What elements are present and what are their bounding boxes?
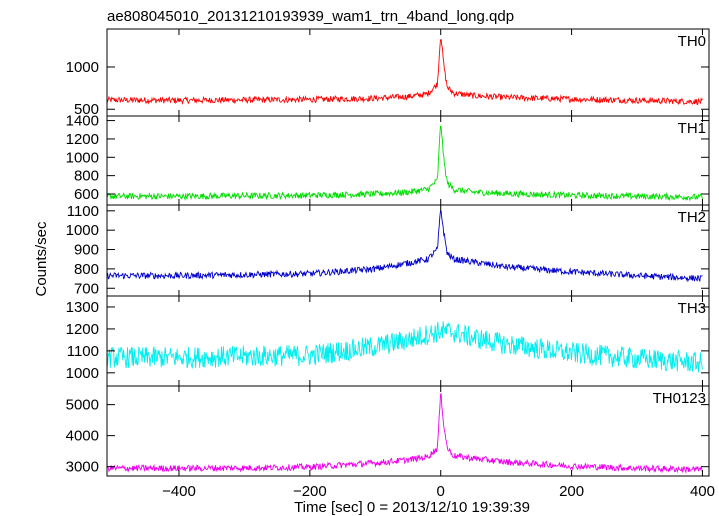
y-tick-label-th0123: 3000 <box>66 459 99 476</box>
series-line-th0123 <box>107 393 703 474</box>
panel-label-th2: TH2 <box>678 209 706 226</box>
x-axis-label: Time [sec] 0 = 2013/12/10 19:39:39 <box>294 499 530 516</box>
y-tick-label-th0: 1000 <box>66 59 99 76</box>
x-tick-label: 400 <box>690 483 715 500</box>
x-tick-label: 0 <box>437 483 445 500</box>
y-tick-label-th1: 600 <box>74 186 99 203</box>
series-line-th1 <box>107 125 703 202</box>
y-tick-label-th2: 1000 <box>66 222 99 239</box>
series-line-th0 <box>107 38 703 106</box>
y-tick-label-th1: 1000 <box>66 149 99 166</box>
panel-label-th0: TH0 <box>678 33 706 50</box>
y-tick-label-th3: 1200 <box>66 321 99 338</box>
panel-frame-th0 <box>106 28 710 117</box>
panel-label-th3: TH3 <box>678 300 706 317</box>
panel-frame-th0123 <box>106 385 710 477</box>
y-tick-label-th3: 1100 <box>67 343 99 360</box>
y-tick-label-th2: 700 <box>74 280 99 297</box>
chart-title: ae808045010_20131210193939_wam1_trn_4ban… <box>107 8 514 25</box>
y-tick-label-th0123: 5000 <box>66 397 99 414</box>
panel-frame-th1 <box>106 115 710 206</box>
panel-label-th0123: TH0123 <box>653 390 706 407</box>
y-tick-label-th0123: 4000 <box>66 428 99 445</box>
y-tick-label-th1: 1200 <box>66 131 99 148</box>
x-tick-label: 200 <box>559 483 584 500</box>
y-tick-label-th1: 1400 <box>66 113 99 130</box>
y-tick-label-th2: 900 <box>74 242 99 259</box>
panels-group: TH05001000TH1600800100012001400TH2700800… <box>66 28 715 500</box>
y-tick-label-th2: 800 <box>74 261 99 278</box>
y-tick-label-th3: 1000 <box>66 365 99 382</box>
series-line-th3 <box>107 321 703 373</box>
panel-label-th1: TH1 <box>678 120 706 137</box>
y-tick-label-th1: 800 <box>74 168 99 185</box>
x-tick-label: −400 <box>162 483 196 500</box>
y-tick-label-th0: 500 <box>74 101 99 118</box>
series-line-th2 <box>107 210 703 283</box>
y-tick-label-th3: 1300 <box>66 299 99 316</box>
y-tick-label-th2: 1100 <box>67 203 99 220</box>
panel-frame-th2 <box>106 204 710 297</box>
y-axis-label: Counts/sec <box>33 221 50 297</box>
x-tick-label: −200 <box>293 483 327 500</box>
